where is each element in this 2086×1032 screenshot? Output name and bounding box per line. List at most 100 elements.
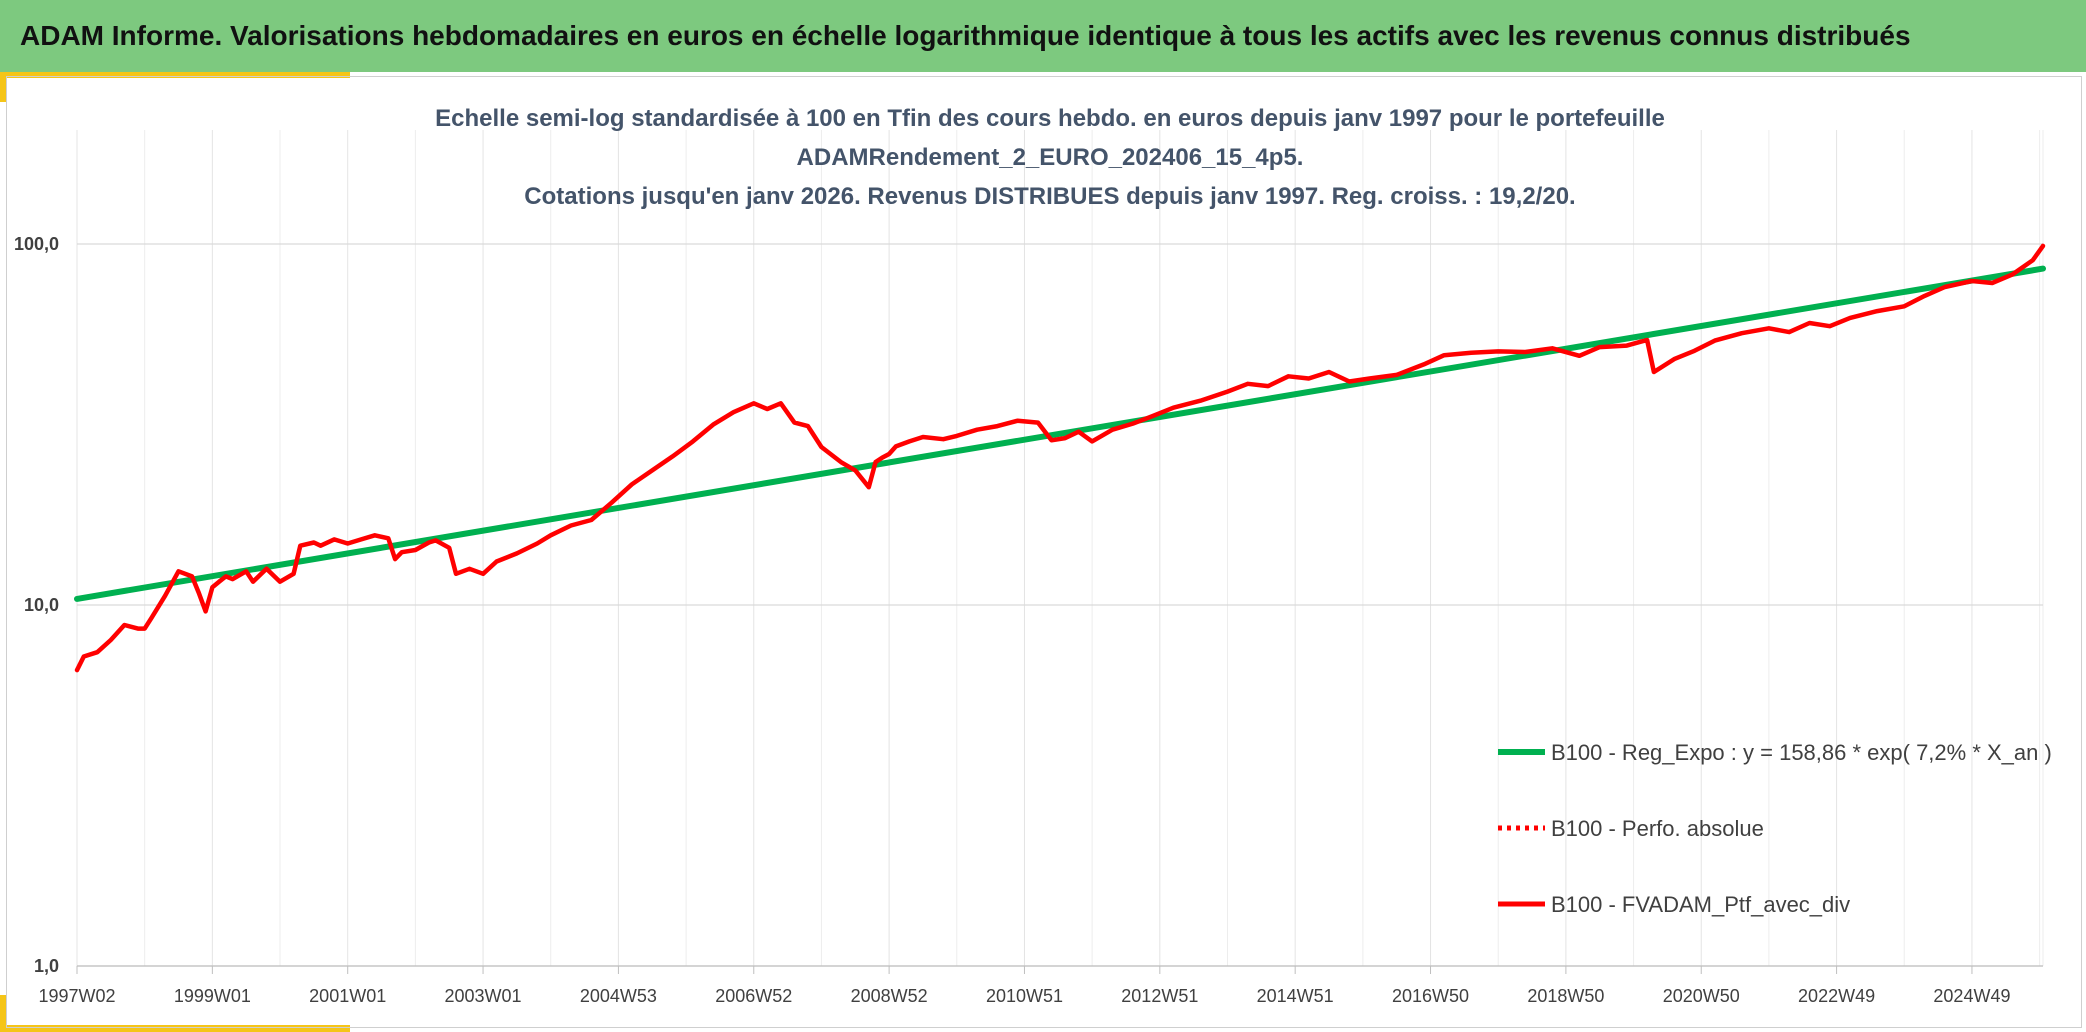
legend-item: B100 - Perfo. absolue <box>1498 816 1764 841</box>
data-point <box>868 486 870 488</box>
data-point <box>198 592 200 594</box>
y-tick-label: 100,0 <box>14 234 59 254</box>
data-point <box>177 570 180 572</box>
legend-item: B100 - Reg_Expo : y = 158,86 * exp( 7,2%… <box>1498 740 2052 765</box>
page-title: ADAM Informe. Valorisations hebdomadaire… <box>20 20 1911 51</box>
x-tick-label: 2014W51 <box>1257 986 1334 1006</box>
legend-label: B100 - Reg_Expo : y = 158,86 * exp( 7,2%… <box>1551 740 2052 765</box>
data-point <box>732 411 735 413</box>
data-point <box>401 551 403 553</box>
data-point <box>908 440 911 442</box>
data-point <box>1396 374 1398 376</box>
data-point <box>1829 325 1831 327</box>
data-point <box>996 425 999 427</box>
data-point <box>265 568 268 570</box>
series-regression-line <box>74 265 2046 602</box>
chart-frame <box>6 76 2082 1028</box>
data-point <box>2032 259 2034 261</box>
data-point <box>2011 273 2014 275</box>
data-point <box>631 483 633 485</box>
data-point <box>2042 268 2044 270</box>
y-tick-label: 10,0 <box>24 595 59 615</box>
data-point <box>1369 377 1371 380</box>
data-point <box>841 462 843 464</box>
data-point <box>360 538 362 541</box>
data-point <box>123 624 125 626</box>
data-point <box>1078 431 1080 433</box>
data-point <box>435 539 437 542</box>
data-point <box>211 586 213 588</box>
data-point <box>1267 385 1269 387</box>
data-point <box>712 424 714 426</box>
data-point <box>225 575 227 578</box>
data-point <box>854 469 856 471</box>
accent-bar-left-top <box>0 72 6 102</box>
data-point <box>1064 437 1066 439</box>
data-point <box>651 469 653 471</box>
series-regression-points <box>76 268 2044 600</box>
data-point <box>888 453 890 455</box>
legend-label: B100 - Perfo. absolue <box>1551 816 1764 841</box>
data-point <box>692 440 694 442</box>
data-point <box>414 549 416 551</box>
data-point <box>590 519 592 521</box>
data-point <box>482 573 484 575</box>
data-point <box>394 558 396 560</box>
x-tick-label: 2018W50 <box>1527 986 1604 1006</box>
data-point <box>956 435 958 437</box>
data-point <box>1050 439 1053 441</box>
data-point <box>76 598 78 600</box>
data-point <box>536 542 538 545</box>
data-point <box>164 595 166 597</box>
data-point <box>1348 380 1350 383</box>
data-point <box>144 628 146 630</box>
x-tick-label: 1999W01 <box>174 986 251 1006</box>
plot-area <box>74 243 2046 673</box>
data-point <box>468 568 471 570</box>
x-tick-label: 2024W49 <box>1933 986 2010 1006</box>
data-point <box>1132 423 1134 425</box>
series-portfolio-points <box>76 245 2044 671</box>
data-point <box>672 455 674 457</box>
data-point <box>1903 305 1905 307</box>
header-banner: ADAM Informe. Valorisations hebdomadaire… <box>0 0 2086 72</box>
x-tick-label: 2010W51 <box>986 986 1063 1006</box>
chart-title-line-1: Echelle semi-log standardisée à 100 en T… <box>435 105 1665 132</box>
data-point <box>1849 317 1851 319</box>
data-point <box>1578 355 1580 357</box>
data-point <box>895 445 897 447</box>
data-point <box>1876 310 1878 312</box>
data-point <box>881 457 883 459</box>
data-point <box>1017 420 1019 422</box>
data-point <box>1423 363 1425 365</box>
data-point <box>374 534 376 536</box>
data-point <box>1328 371 1330 373</box>
data-point <box>252 581 254 583</box>
data-point <box>942 438 944 440</box>
data-point <box>1808 322 1811 324</box>
x-tick-label: 2022W49 <box>1798 986 1875 1006</box>
data-point <box>1287 375 1289 377</box>
data-point <box>1091 440 1093 442</box>
data-point <box>753 402 755 404</box>
data-point <box>299 545 301 547</box>
data-point <box>922 436 924 438</box>
data-point <box>1991 282 1993 284</box>
x-tick-label: 2012W51 <box>1121 986 1198 1006</box>
data-point <box>1111 429 1113 431</box>
data-point <box>976 429 978 431</box>
data-point <box>570 524 572 527</box>
x-tick-label: 2004W53 <box>580 986 657 1006</box>
data-point <box>191 575 193 578</box>
data-point <box>496 560 498 563</box>
data-point <box>1497 350 1499 352</box>
data-point <box>448 547 450 549</box>
x-tick-label: 2020W50 <box>1663 986 1740 1006</box>
data-point <box>1924 295 1926 297</box>
data-point <box>1599 346 1601 348</box>
data-point <box>1944 286 1946 288</box>
data-point <box>1653 371 1655 373</box>
data-point <box>1768 327 1770 329</box>
data-point <box>1551 347 1553 349</box>
